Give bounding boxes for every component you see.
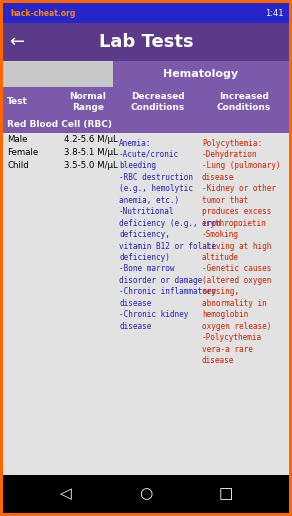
Bar <box>3 3 289 23</box>
Text: ○: ○ <box>139 487 153 502</box>
Text: 4.2-5.6 M/μL: 4.2-5.6 M/μL <box>64 135 118 144</box>
Text: 1:41: 1:41 <box>265 8 284 18</box>
Bar <box>3 87 289 117</box>
Text: 3.8-5.1 M/μL: 3.8-5.1 M/μL <box>64 148 118 157</box>
Bar <box>3 61 289 475</box>
Text: Decreased
Conditions: Decreased Conditions <box>130 92 185 111</box>
Text: ←: ← <box>9 33 25 51</box>
Text: Normal
Range: Normal Range <box>69 92 107 111</box>
Bar <box>3 23 289 61</box>
Text: ◁: ◁ <box>60 487 72 502</box>
Bar <box>3 475 289 513</box>
Text: Increased
Conditions: Increased Conditions <box>217 92 271 111</box>
Text: Red Blood Cell (RBC): Red Blood Cell (RBC) <box>7 121 112 130</box>
Text: Test: Test <box>7 98 28 106</box>
Text: Polycythemia:
-Dehydration
-Lung (pulmonary)
disease
-Kidney or other
tumor that: Polycythemia: -Dehydration -Lung (pulmon… <box>202 138 281 365</box>
Text: 3.5-5.0 M/μL: 3.5-5.0 M/μL <box>64 161 118 170</box>
Text: Anemia:
-Acute/cronic
bleeding
-RBC destruction
(e.g., hemolytic
anemia, etc.)
-: Anemia: -Acute/cronic bleeding -RBC dest… <box>119 138 221 331</box>
Bar <box>113 61 289 87</box>
Text: Lab Tests: Lab Tests <box>99 33 193 51</box>
Bar <box>3 61 289 87</box>
Bar <box>3 117 289 133</box>
Text: □: □ <box>219 487 233 502</box>
Text: Child: Child <box>7 161 29 170</box>
Text: Hematology: Hematology <box>164 69 239 79</box>
Text: Female: Female <box>7 148 38 157</box>
Text: Male: Male <box>7 135 27 144</box>
Text: hack-cheat.org: hack-cheat.org <box>10 8 75 18</box>
